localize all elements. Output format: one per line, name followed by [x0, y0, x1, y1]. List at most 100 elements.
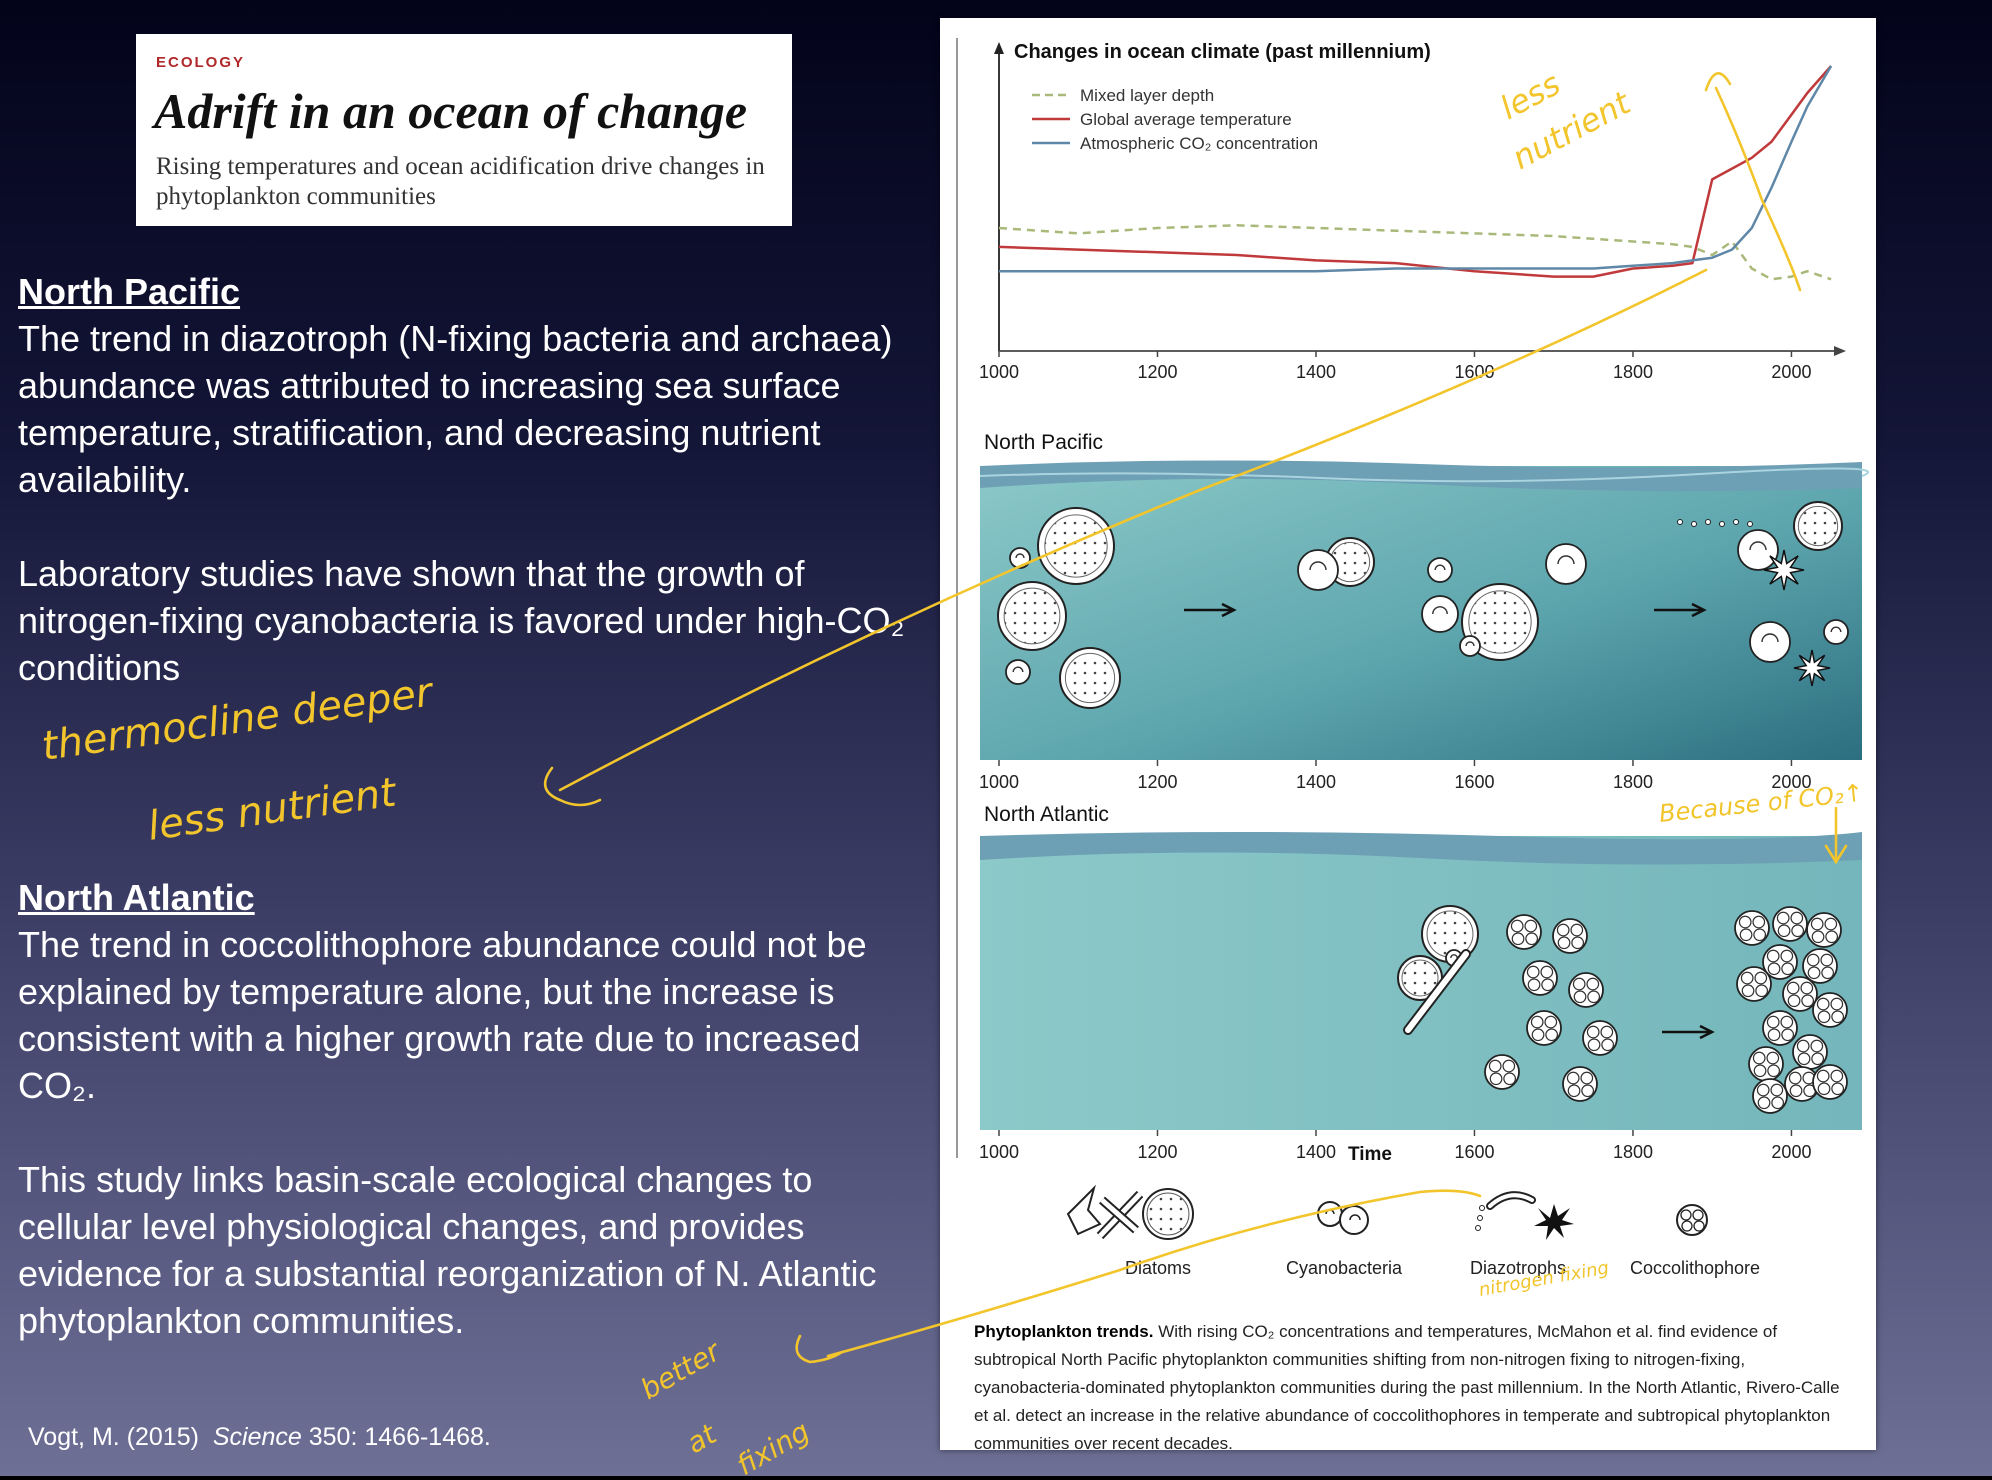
annotation-at: at [681, 1417, 723, 1460]
organism-legend: Diatoms Cyanobacteria Diazotrophs [1066, 1184, 1760, 1278]
north-pacific-axis-ticks: 1000 1200 1400 1600 1800 2000 [979, 760, 1811, 792]
citation: Vogt, M. (2015) Science 350: 1466-1468. [28, 1423, 491, 1452]
x-tick-label: 2000 [1771, 1142, 1811, 1162]
coccolith-plate [1587, 1038, 1601, 1052]
x-axis-ticks: 1000 1200 1400 1600 1800 2000 [979, 351, 1811, 382]
progression-arrow [1662, 1024, 1715, 1040]
figure-caption: Phytoplankton trends. With rising CO₂ co… [974, 1318, 1854, 1458]
coccolith-plate [1820, 953, 1834, 967]
coccolith-plate [1740, 971, 1754, 985]
coccolith-plate [1816, 1069, 1830, 1083]
coccolith-plate [1767, 1064, 1781, 1078]
diazotroph-cell [1793, 649, 1831, 687]
diazotroph-filament-dot [1677, 519, 1683, 525]
north-atlantic-organisms [1397, 905, 1848, 1114]
coccolith-plate [1796, 1039, 1810, 1053]
coccolith-plate [1780, 1015, 1794, 1029]
coccolith-plate [1791, 924, 1805, 938]
coccolith-plate [1739, 928, 1753, 942]
coccolith-plate [1601, 1038, 1615, 1052]
coccolith-plate [1527, 978, 1541, 992]
coccolithophore-cell [1736, 966, 1772, 1002]
coccolith-plate [1821, 966, 1835, 980]
coccolith-plate [1503, 1072, 1517, 1086]
x-tick-label: 2000 [1771, 772, 1811, 792]
coccolith-plate [1817, 1010, 1831, 1024]
x-tick-label: 1000 [979, 772, 1019, 792]
diazotrophs-label: Diazotrophs [1470, 1258, 1566, 1278]
coccolith-plate [1825, 930, 1839, 944]
x-tick-label: 1400 [1296, 1142, 1336, 1162]
coccolith-plate [1540, 965, 1554, 979]
coccolith-plate [1489, 1072, 1503, 1086]
x-tick-label: 1600 [1454, 362, 1494, 382]
x-tick-label: 1400 [1296, 772, 1336, 792]
cyanobacteria-detail [1749, 541, 1767, 551]
cyanobacteria-detail [1761, 633, 1779, 643]
y-axis-arrow [994, 42, 1004, 54]
article-title: Adrift in an ocean of change [154, 83, 748, 139]
coccolithophore-cell [1812, 992, 1848, 1028]
cyanobacteria-cell [1427, 557, 1453, 583]
coccolithophore-cell [1568, 972, 1604, 1008]
coccolith-plate [1817, 1082, 1831, 1096]
coccolithophore-label: Coccolithophore [1630, 1258, 1760, 1278]
north-atlantic-paragraph-1: The trend in coccolithophore abundance c… [18, 924, 867, 1106]
north-atlantic-axis-ticks: 1000 1200 1400 1600 1800 2000 [979, 1130, 1811, 1162]
coccolithophore-cell [1812, 1064, 1848, 1100]
x-tick-label: 1600 [1454, 772, 1494, 792]
annotation-less-nutrient: less nutrient [145, 769, 400, 849]
x-tick-label: 1200 [1137, 1142, 1177, 1162]
annotation-arrow-hook [543, 766, 602, 807]
diatom-pattern [1044, 514, 1108, 578]
coccolith-plate [1801, 994, 1815, 1008]
coccolith-plate [1580, 1071, 1594, 1085]
coccolith-plate [1526, 965, 1540, 979]
coccolith-plate [1816, 997, 1830, 1011]
figure-panel: Changes in ocean climate (past millenniu… [940, 18, 1876, 1453]
x-tick-label: 1000 [979, 362, 1019, 382]
caption-title: Phytoplankton trends. [974, 1322, 1154, 1341]
citation-authors: Vogt, M. (2015) [28, 1423, 199, 1451]
north-atlantic-ocean: 1000 1200 1400 1600 1800 2000 [979, 832, 1862, 1162]
coccolithophore-cell [1762, 944, 1798, 980]
chart-legend: Mixed layer depth Global average tempera… [1032, 86, 1318, 153]
chart-title: Changes in ocean climate (past millenniu… [1014, 41, 1431, 63]
diatom-chain-fill [1405, 951, 1469, 1033]
coccolithophore-cell [1752, 1078, 1788, 1114]
cyanobacteria-cell [1009, 547, 1031, 569]
coccolithophore-cell [1762, 1010, 1798, 1046]
coccolith-plate [1525, 932, 1539, 946]
north-atlantic-surface [980, 832, 1862, 865]
coccolith-plate [1556, 923, 1570, 937]
coccolith-plate [1824, 917, 1838, 931]
section-eyebrow: ECOLOGY [156, 54, 246, 71]
annotation-fixing: fixing [731, 1414, 815, 1480]
north-pacific-label: North Pacific [984, 431, 1103, 454]
coccolith-plate [1753, 928, 1767, 942]
citation-volume: 350: 1466-1468. [308, 1423, 491, 1451]
coccolithophore-cell [1802, 948, 1838, 984]
coccolith-plate [1567, 1084, 1581, 1098]
diazotroph-filament-dot [1747, 521, 1753, 527]
cyanobacteria-detail [1450, 954, 1458, 959]
coccolith-plate [1757, 1096, 1771, 1110]
diatom-pattern [1003, 587, 1061, 645]
cyanobacteria-detail [1830, 626, 1842, 633]
diazotroph-filament-dot [1719, 521, 1725, 527]
coccolith-plate [1586, 977, 1600, 991]
coccolith-plate [1776, 911, 1790, 925]
x-tick-label: 1600 [1454, 1142, 1494, 1162]
diazotroph-filament-dot [1691, 521, 1697, 527]
diazotroph-filament-dot [1733, 519, 1739, 525]
coccolith-plate [1571, 936, 1585, 950]
coccolithophore-cell [1734, 910, 1770, 946]
coccolithophore-cell [1506, 914, 1542, 950]
cyanobacteria-cell [1005, 659, 1031, 685]
time-axis-label: Time [1348, 1144, 1392, 1165]
coccolith-plate [1797, 1052, 1811, 1066]
x-tick-label: 1000 [979, 1142, 1019, 1162]
coccolith-plate [1570, 923, 1584, 937]
cyanobacteria-cell [1459, 635, 1481, 657]
diatoms-icon [1066, 1184, 1194, 1240]
